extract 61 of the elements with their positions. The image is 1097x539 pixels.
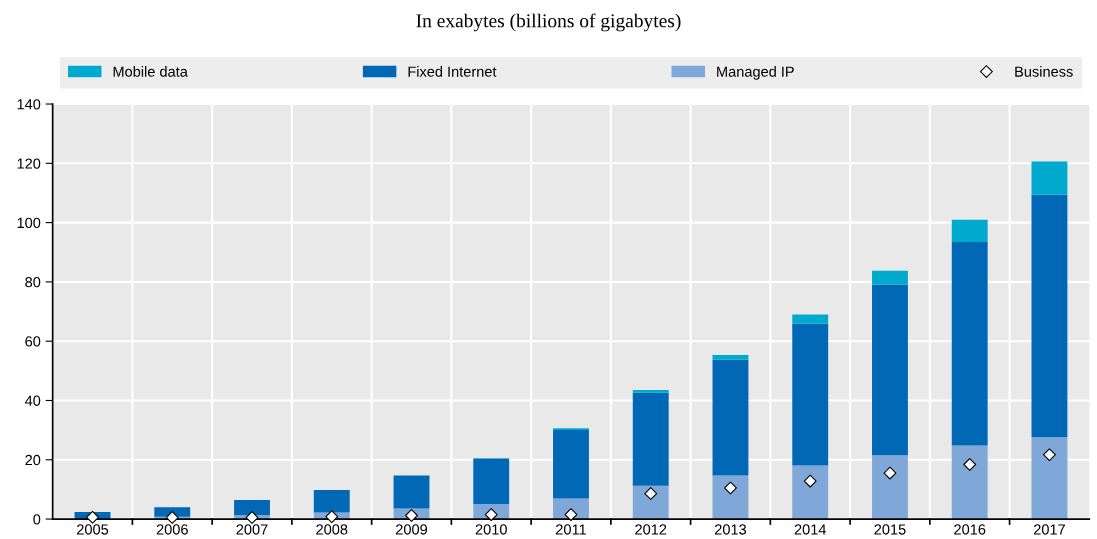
x-tick-label: 2010 bbox=[475, 524, 507, 535]
point bbox=[644, 487, 658, 501]
x-tick-label: 2014 bbox=[794, 524, 827, 535]
bar bbox=[553, 430, 589, 499]
y-tick-label: 40 bbox=[24, 395, 41, 406]
point bbox=[405, 509, 418, 522]
bar bbox=[393, 475, 430, 509]
bar bbox=[951, 445, 988, 520]
x-tick-label: 2009 bbox=[396, 524, 428, 535]
bar bbox=[632, 485, 669, 520]
bar bbox=[473, 458, 510, 504]
point bbox=[165, 511, 179, 525]
chart-title: In exabytes (billions of gigabytes) bbox=[416, 13, 681, 32]
x-tick-label: 2012 bbox=[635, 524, 667, 535]
point bbox=[245, 511, 259, 525]
point bbox=[883, 466, 897, 480]
bar bbox=[632, 392, 669, 486]
x-tick-label: 2016 bbox=[954, 524, 986, 535]
bar bbox=[154, 507, 191, 517]
point bbox=[803, 474, 817, 488]
y-tick-label: 20 bbox=[25, 454, 41, 466]
bar bbox=[712, 359, 749, 476]
legend-label: Managed IP bbox=[717, 66, 794, 80]
bar bbox=[951, 219, 988, 242]
bar bbox=[792, 314, 829, 324]
point bbox=[963, 458, 977, 471]
x-tick-label: 2006 bbox=[156, 524, 188, 535]
x-tick-label: 2011 bbox=[556, 524, 586, 535]
x-tick-label: 2008 bbox=[316, 524, 348, 535]
legend-label: Fixed Internet bbox=[408, 66, 497, 77]
point bbox=[724, 481, 737, 495]
bar bbox=[313, 490, 350, 513]
bar bbox=[712, 355, 749, 360]
bar bbox=[872, 284, 908, 456]
y-tick-label: 80 bbox=[25, 277, 41, 288]
bar bbox=[872, 270, 908, 285]
point bbox=[325, 510, 339, 524]
y-tick-label: 0 bbox=[33, 514, 41, 525]
x-tick-label: 2017 bbox=[1033, 524, 1065, 535]
bar bbox=[1031, 194, 1068, 438]
y-tick-label: 100 bbox=[17, 217, 41, 229]
x-tick-label: 2005 bbox=[77, 524, 109, 535]
x-tick-label: 2015 bbox=[874, 524, 906, 535]
y-tick-label: 60 bbox=[25, 336, 41, 347]
x-tick-label: 2013 bbox=[714, 524, 747, 535]
y-tick-label: 120 bbox=[17, 158, 41, 169]
bar bbox=[632, 390, 669, 393]
point bbox=[86, 510, 99, 524]
x-tick-label: 2007 bbox=[236, 524, 268, 535]
bar bbox=[872, 455, 908, 520]
y-tick-label: 140 bbox=[17, 99, 41, 110]
bar bbox=[951, 241, 988, 446]
point bbox=[1043, 448, 1056, 462]
bar bbox=[712, 475, 749, 520]
bar bbox=[792, 323, 829, 466]
legend-label: Business bbox=[1015, 66, 1073, 77]
bar bbox=[1031, 437, 1068, 520]
bar bbox=[792, 465, 829, 520]
bar bbox=[234, 500, 270, 516]
bar bbox=[1031, 161, 1068, 195]
legend-label: Mobile data bbox=[113, 66, 188, 77]
